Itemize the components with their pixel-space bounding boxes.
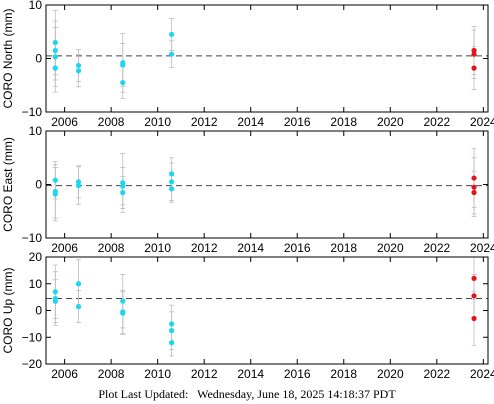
data-point xyxy=(52,39,58,46)
recent-data-point xyxy=(471,293,477,299)
y-axis-label: CORO East (mm) xyxy=(1,137,15,232)
x-tick-label: 2014 xyxy=(237,115,264,129)
data-point xyxy=(52,298,58,304)
plot-frame xyxy=(45,256,489,365)
data-point xyxy=(120,62,126,68)
y-tick-label: 0 xyxy=(35,52,42,66)
x-tick-label: 2012 xyxy=(191,241,218,255)
recent-data-point xyxy=(471,175,477,181)
x-tick-label: 2024 xyxy=(470,367,494,381)
data-point xyxy=(120,189,126,196)
data-point xyxy=(52,191,58,197)
data-point xyxy=(169,186,175,192)
y-tick-label: 0 xyxy=(35,304,42,318)
plot-frame xyxy=(45,4,489,113)
plot-frame xyxy=(45,130,489,239)
y-tick-label: −10 xyxy=(22,330,43,344)
x-tick-label: 2006 xyxy=(51,367,78,381)
x-tick-label: 2022 xyxy=(423,367,450,381)
plot-updated-footer: Plot Last Updated: Wednesday, June 18, 2… xyxy=(0,387,494,402)
recent-data-point xyxy=(471,47,477,54)
x-tick-label: 2022 xyxy=(423,115,450,129)
y-tick-label: 20 xyxy=(29,250,43,264)
recent-data-point xyxy=(471,315,477,322)
y-tick-label: −10 xyxy=(22,105,43,119)
recent-data-point xyxy=(471,275,477,281)
x-tick-label: 2018 xyxy=(330,367,357,381)
data-point xyxy=(169,340,175,346)
x-tick-label: 2016 xyxy=(284,241,311,255)
x-tick-label: 2006 xyxy=(51,115,78,129)
data-point xyxy=(52,289,58,295)
data-point xyxy=(52,177,58,183)
data-point xyxy=(169,31,175,38)
y-tick-label: 10 xyxy=(29,124,43,138)
x-tick-label: 2010 xyxy=(144,115,171,129)
data-point xyxy=(169,321,175,327)
data-point xyxy=(52,65,58,71)
x-tick-label: 2022 xyxy=(423,241,450,255)
x-tick-label: 2014 xyxy=(237,241,264,255)
data-point xyxy=(52,47,58,54)
x-tick-label: 2024 xyxy=(470,115,494,129)
recent-data-point xyxy=(471,189,477,196)
recent-data-point xyxy=(471,65,477,71)
x-tick-label: 2014 xyxy=(237,367,264,381)
x-tick-label: 2010 xyxy=(144,241,171,255)
data-point xyxy=(75,68,82,74)
data-point xyxy=(75,281,82,287)
y-tick-label: −20 xyxy=(22,357,43,371)
y-tick-label: 10 xyxy=(29,277,43,291)
x-tick-label: 2012 xyxy=(191,115,218,129)
recent-data-point xyxy=(471,51,477,57)
x-tick-label: 2008 xyxy=(98,115,125,129)
data-point xyxy=(75,62,82,69)
y-axis-label: CORO North (mm) xyxy=(1,9,15,109)
data-point xyxy=(52,54,58,60)
y-axis-label: CORO Up (mm) xyxy=(1,268,15,354)
x-tick-label: 2008 xyxy=(98,241,125,255)
x-tick-label: 2016 xyxy=(284,115,311,129)
x-tick-label: 2018 xyxy=(330,241,357,255)
x-tick-label: 2020 xyxy=(377,367,404,381)
x-tick-label: 2018 xyxy=(330,115,357,129)
x-tick-label: 2020 xyxy=(377,115,404,129)
x-tick-label: 2020 xyxy=(377,241,404,255)
x-tick-label: 2012 xyxy=(191,367,218,381)
data-point xyxy=(169,51,175,57)
data-point xyxy=(120,298,126,304)
y-tick-label: 10 xyxy=(29,0,43,12)
recent-data-point xyxy=(471,184,477,190)
x-tick-label: 2008 xyxy=(98,367,125,381)
data-point xyxy=(75,179,82,185)
x-tick-label: 2024 xyxy=(470,241,494,255)
data-point xyxy=(169,179,175,185)
footer-label: Plot Last Updated: xyxy=(98,387,189,401)
footer-timestamp: Wednesday, June 18, 2025 14:18:37 PDT xyxy=(197,387,396,401)
data-point xyxy=(75,303,82,310)
data-point xyxy=(120,310,126,316)
y-tick-label: −10 xyxy=(22,231,43,245)
data-point xyxy=(169,171,175,177)
data-point xyxy=(75,182,82,189)
data-point xyxy=(169,327,175,334)
x-tick-label: 2006 xyxy=(51,241,78,255)
data-point xyxy=(120,183,126,189)
x-tick-label: 2016 xyxy=(284,367,311,381)
y-tick-label: 0 xyxy=(35,178,42,192)
x-tick-label: 2010 xyxy=(144,367,171,381)
data-point xyxy=(120,79,126,86)
